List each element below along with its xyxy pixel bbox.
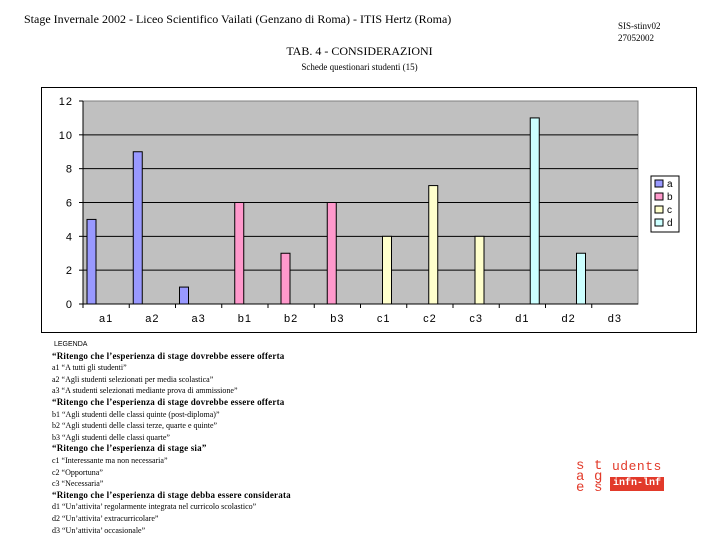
legend-item: d1 “Un’attivita’ regolarmente integrata … — [52, 502, 257, 512]
y-tick-label: 4 — [66, 231, 73, 243]
stages-logo: s a e t g s udents infn-lnf — [574, 458, 664, 501]
legend-label-b: b — [667, 192, 673, 203]
x-tick-label: d1 — [515, 313, 529, 325]
x-tick-label: b3 — [330, 313, 344, 325]
bar-a-a1 — [86, 218, 97, 305]
logo-letter: e — [576, 480, 585, 496]
legend-item: a1 “A tutti gli studenti” — [52, 363, 127, 373]
legend-label-d: d — [667, 218, 673, 229]
bar-a-a3 — [179, 286, 189, 305]
legend-swatch-c — [654, 205, 664, 214]
legend-groups: “Ritengo che l’esperienza di stage dovre… — [52, 351, 382, 537]
y-tick-label: 2 — [66, 265, 73, 277]
bar-d-d2 — [576, 252, 586, 305]
y-tick-label: 0 — [66, 299, 73, 311]
chart-subtitle: Schede questionari studenti (15) — [301, 62, 418, 72]
legend-group-title: “Ritengo che l’esperienza di stage dovre… — [52, 350, 285, 361]
logo-letter: a — [576, 469, 585, 485]
logo-letter: s — [594, 480, 603, 496]
bar-b-b3 — [326, 202, 337, 305]
x-tick-label: b2 — [284, 313, 298, 325]
bar-b-b2 — [280, 252, 291, 305]
bar-b-b1 — [234, 202, 245, 305]
legend-text-block: LEGENDA “Ritengo che l’esperienza di sta… — [52, 339, 382, 536]
x-tick-label: a3 — [192, 313, 206, 325]
legend-item: b1 “Agli studenti delle classi quinte (p… — [52, 409, 220, 419]
logo-badge: infn-lnf — [610, 477, 664, 491]
legend-heading: LEGENDA — [54, 341, 88, 348]
header-code-block: SIS-stinv02 27052002 — [618, 20, 661, 44]
logo-letter: s — [576, 458, 585, 474]
legend-swatch-a — [654, 179, 664, 188]
bar-a-a2 — [132, 151, 143, 305]
legend-item: c2 “Opportuna” — [52, 467, 103, 477]
header-code: SIS-stinv02 — [618, 21, 661, 31]
legend-item: c1 “Interessante ma non necessaria” — [52, 455, 168, 465]
x-tick-label: c1 — [377, 313, 391, 325]
legend-item: a3 “A studenti selezionati mediante prov… — [52, 386, 238, 396]
bar-c-c3 — [474, 235, 485, 305]
legend-group-title: “Ritengo che l’esperienza di stage debba… — [52, 489, 291, 500]
legend-item: d2 “Un’attivita’ extracurricolare” — [52, 513, 159, 523]
legend-swatch-d — [654, 218, 664, 227]
legend-swatch-b — [654, 192, 664, 201]
legend-group-title: “Ritengo che l’esperienza di stage sia” — [52, 443, 207, 454]
legend-item: c3 “Necessaria” — [52, 479, 104, 489]
legend-label-a: a — [667, 179, 673, 190]
legend-item: b3 “Agli studenti delle classi quarte” — [52, 432, 170, 442]
header-date: 27052002 — [618, 33, 654, 43]
chart-title: TAB. 4 - CONSIDERAZIONI — [286, 44, 433, 58]
legend-item: b2 “Agli studenti delle classi terze, qu… — [52, 421, 218, 431]
bar-d-d1 — [529, 117, 540, 305]
logo-letter: g — [594, 469, 603, 485]
y-tick-label: 6 — [66, 198, 73, 210]
legend-item: a2 “Agli studenti selezionati per media … — [52, 374, 214, 384]
legend-group-title: “Ritengo che l’esperienza di stage dovre… — [52, 396, 285, 407]
x-tick-label: a2 — [145, 313, 159, 325]
y-tick-label: 12 — [59, 96, 73, 108]
bar-c-c2 — [428, 185, 439, 305]
y-tick-label: 10 — [59, 130, 73, 142]
x-tick-label: d3 — [608, 313, 622, 325]
legend-label-c: c — [667, 205, 672, 216]
logo-letter: t — [594, 458, 603, 474]
legend-item: d3 “Un’attivita’ occasionale” — [52, 525, 146, 535]
logo-word: udents — [612, 459, 662, 474]
bar-c-c1 — [382, 235, 392, 305]
x-tick-label: c3 — [469, 313, 483, 325]
x-tick-label: c2 — [423, 313, 437, 325]
y-tick-label: 8 — [66, 164, 73, 176]
x-tick-label: a1 — [99, 313, 113, 325]
x-tick-label: b1 — [238, 313, 252, 325]
x-tick-label: d2 — [562, 313, 576, 325]
header-left-text: Stage Invernale 2002 - Liceo Scientifico… — [24, 12, 452, 26]
